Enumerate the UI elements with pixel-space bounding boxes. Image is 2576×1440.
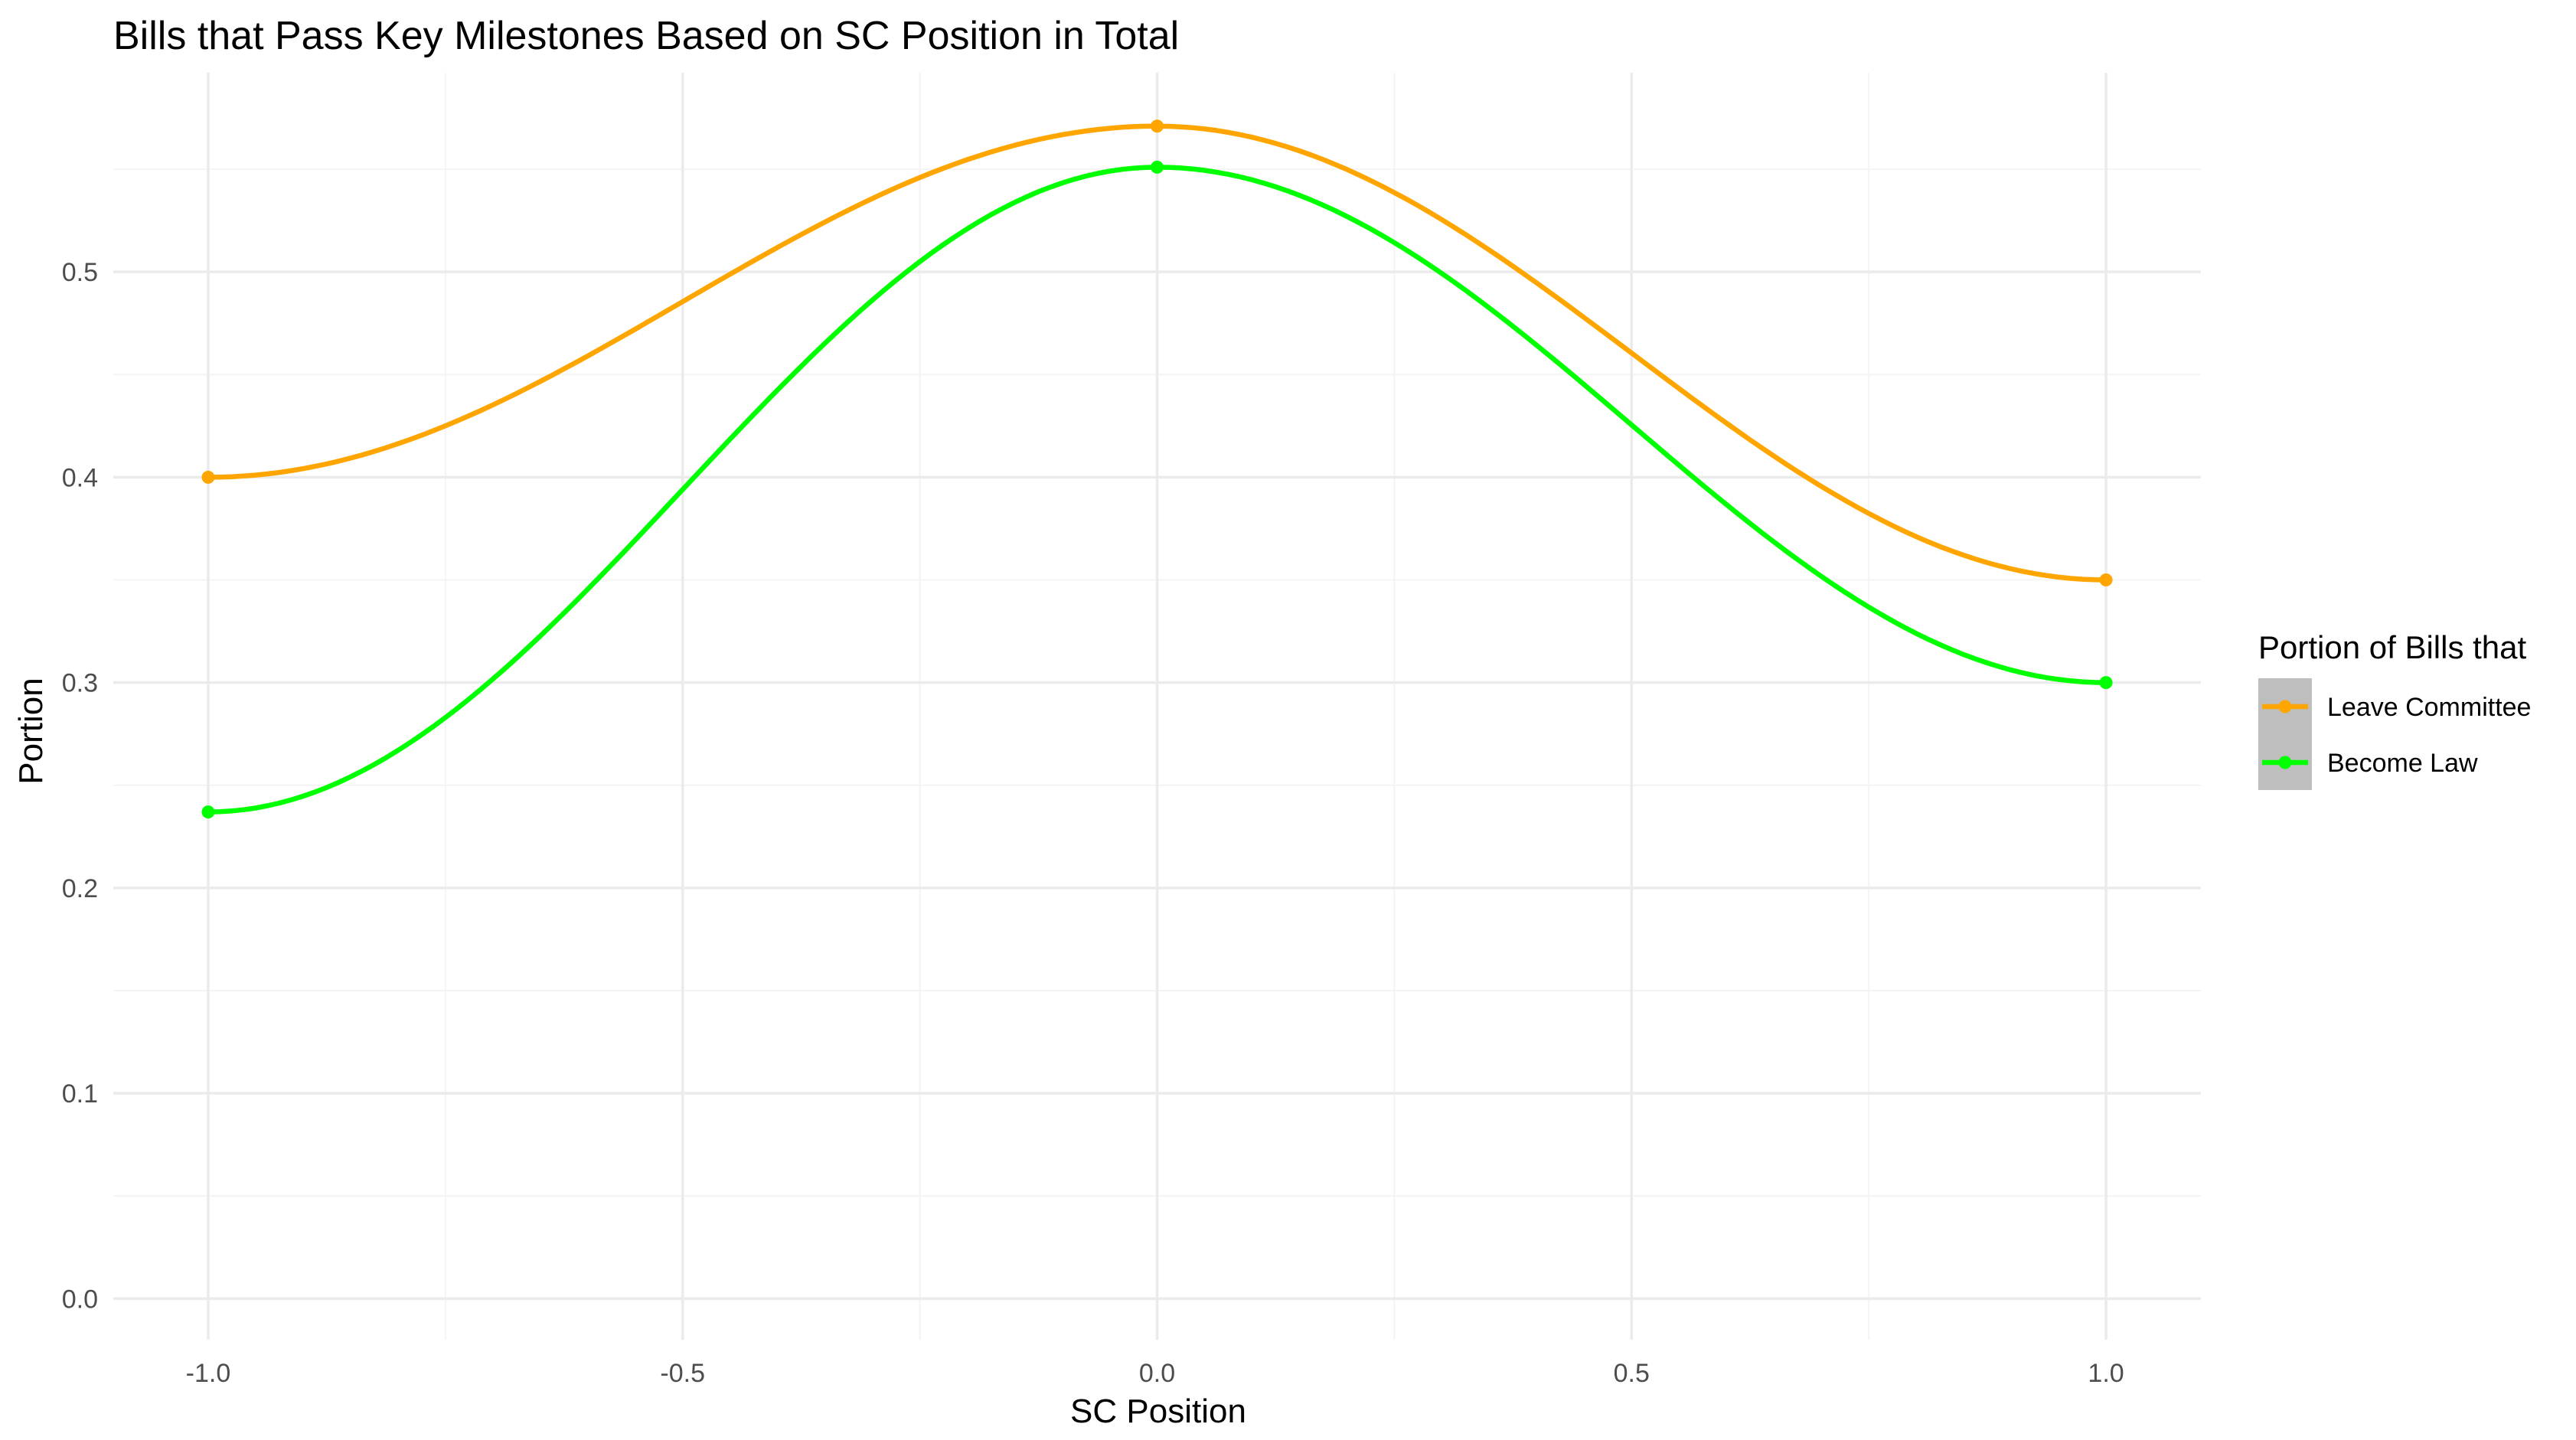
y-tick-label: 0.0 — [62, 1285, 98, 1314]
x-tick-label: -1.0 — [186, 1359, 231, 1388]
data-point-become-law — [201, 805, 215, 819]
y-tick-label: 0.4 — [62, 463, 98, 492]
x-tick-label: -0.5 — [660, 1359, 705, 1388]
legend-label-leave-committee: Leave Committee — [2327, 693, 2531, 722]
x-tick-label: 0.0 — [1139, 1359, 1175, 1388]
data-point-become-law — [2099, 676, 2113, 690]
data-point-become-law — [1151, 160, 1164, 174]
y-axis-title: Portion — [12, 678, 50, 784]
y-tick-label: 0.1 — [62, 1079, 98, 1109]
legend-key-background — [2258, 678, 2312, 790]
data-point-leave-committee — [1151, 119, 1164, 133]
legend-items: Leave Committee Become Law — [2262, 693, 2531, 778]
y-tick-label: 0.2 — [62, 874, 98, 903]
series-layer — [201, 119, 2113, 819]
y-tick-label: 0.3 — [62, 669, 98, 698]
legend-key-point-become-law — [2278, 756, 2292, 769]
x-tick-label: 0.5 — [1614, 1359, 1650, 1388]
data-point-leave-committee — [2099, 573, 2113, 587]
legend-label-become-law: Become Law — [2327, 749, 2478, 778]
x-tick-labels: -1.0 -0.5 0.0 0.5 1.0 — [186, 1359, 2124, 1388]
chart-title: Bills that Pass Key Milestones Based on … — [113, 14, 1179, 58]
x-tick-label: 1.0 — [2088, 1359, 2124, 1388]
legend: Portion of Bills that Leave Committee Bec… — [2258, 629, 2531, 790]
y-tick-label: 0.5 — [62, 258, 98, 287]
data-point-leave-committee — [201, 470, 215, 484]
legend-title: Portion of Bills that — [2258, 629, 2527, 665]
grid-layer — [113, 73, 2201, 1340]
y-tick-labels: 0.0 0.1 0.2 0.3 0.4 0.5 — [62, 258, 98, 1314]
x-axis-title: SC Position — [1070, 1393, 1246, 1430]
legend-key-point-leave-committee — [2278, 700, 2292, 713]
